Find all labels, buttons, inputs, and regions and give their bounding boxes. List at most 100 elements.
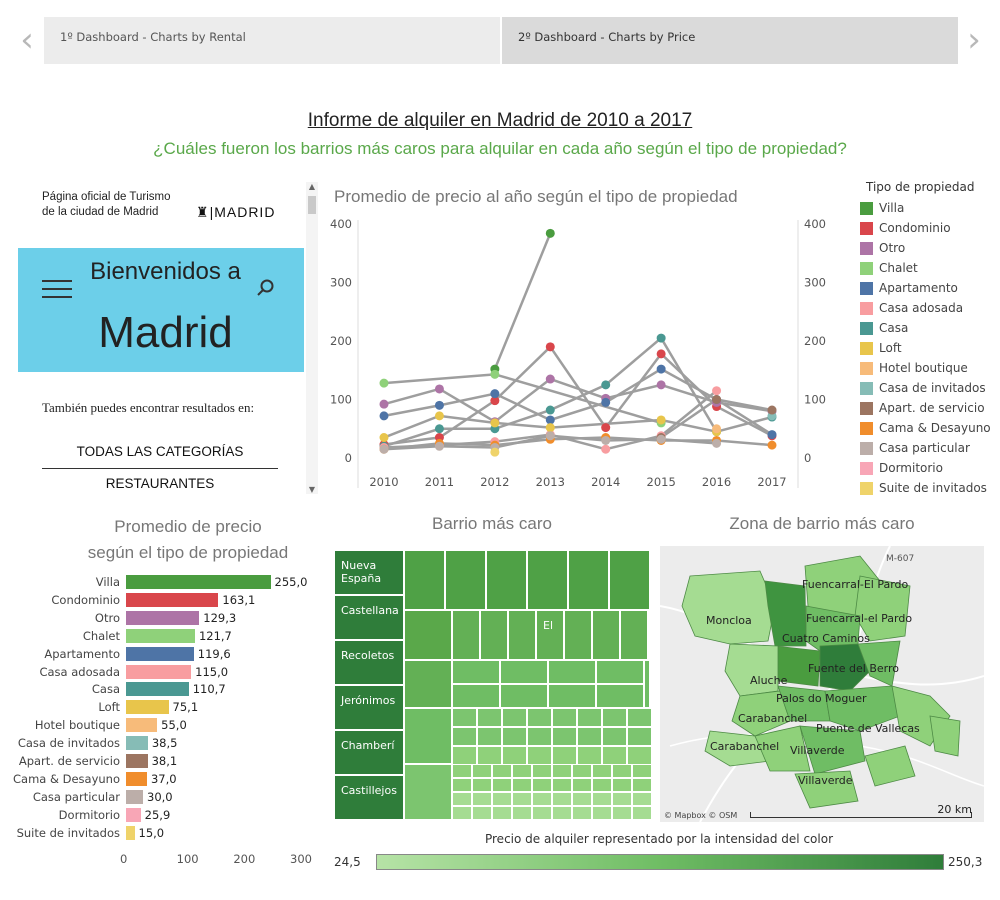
treemap-cell-nueva-espana[interactable]: Nueva España [334, 550, 404, 595]
data-point-hotel-boutique[interactable] [712, 424, 722, 434]
treemap-cell[interactable] [492, 778, 512, 792]
treemap-cell[interactable] [452, 660, 500, 684]
treemap-cell[interactable] [527, 550, 568, 610]
series-line-casa[interactable] [383, 336, 773, 448]
madrid-map[interactable]: M-607 Fuencarral-El Pardo Moncloa Fuenca… [660, 546, 984, 822]
treemap-cell[interactable] [477, 746, 502, 765]
treemap-cell[interactable] [502, 727, 527, 746]
treemap-cell[interactable] [632, 792, 652, 806]
restaurants-link[interactable]: RESTAURANTES [105, 476, 215, 491]
treemap-cell[interactable] [552, 708, 577, 727]
bar-condominio[interactable] [126, 592, 219, 607]
treemap-cell[interactable] [492, 792, 512, 806]
treemap-cell[interactable] [627, 727, 652, 746]
treemap-cell[interactable] [552, 778, 572, 792]
treemap-cell[interactable] [602, 746, 627, 765]
treemap-cell[interactable] [627, 746, 652, 765]
treemap-cell[interactable] [592, 610, 620, 660]
bar-dormitorio[interactable] [126, 807, 141, 822]
treemap-cell[interactable] [548, 660, 596, 684]
treemap-cell[interactable] [552, 792, 572, 806]
treemap-cell[interactable] [577, 746, 602, 765]
treemap-cell[interactable] [577, 727, 602, 746]
data-point-casa[interactable] [545, 405, 555, 415]
treemap-cell[interactable] [602, 708, 627, 727]
bar-row-suite-de-invitados[interactable]: Suite de invitados 15,0 [17, 825, 318, 841]
treemap-cell[interactable] [445, 550, 486, 610]
treemap-cell[interactable] [486, 550, 527, 610]
treemap-cell[interactable] [552, 746, 577, 765]
data-point-villa[interactable] [545, 228, 555, 238]
map-attribution[interactable]: © Mapbox © OSM [664, 811, 738, 820]
treemap-cell[interactable] [452, 727, 477, 746]
treemap-cell[interactable] [477, 708, 502, 727]
treemap-cell[interactable] [532, 764, 552, 778]
treemap-cell-el[interactable]: El [536, 610, 564, 660]
treemap-cell[interactable] [404, 550, 445, 610]
treemap-cell[interactable] [404, 708, 452, 764]
treemap-cell[interactable] [612, 778, 632, 792]
data-point-casa-particular[interactable] [545, 431, 555, 441]
bar-row-apartamento[interactable]: Apartamento 119,6 [18, 646, 318, 662]
treemap-cell[interactable] [612, 792, 632, 806]
data-point-apartamento[interactable] [767, 430, 777, 440]
all-categories-link[interactable]: TODAS LAS CATEGORÍAS [76, 444, 244, 459]
data-point-casa-particular[interactable] [601, 435, 611, 445]
treemap-cell[interactable] [502, 708, 527, 727]
treemap-cell[interactable] [602, 727, 627, 746]
data-point-loft[interactable] [545, 423, 555, 433]
treemap-cell[interactable] [644, 660, 650, 708]
data-point-casa-particular[interactable] [712, 438, 722, 448]
treemap-cell[interactable] [532, 778, 552, 792]
treemap-cell[interactable] [564, 610, 592, 660]
treemap-cell[interactable] [596, 684, 644, 708]
data-point-apartamento[interactable] [379, 411, 389, 421]
data-point-loft[interactable] [379, 433, 389, 443]
data-point-condominio[interactable] [545, 342, 555, 352]
data-point-otro[interactable] [545, 374, 555, 384]
treemap-cell[interactable] [592, 792, 612, 806]
treemap-cell[interactable] [632, 806, 652, 820]
data-point-casa[interactable] [601, 380, 611, 390]
bar-row-apart-de-servicio[interactable]: Apart. de servicio 38,1 [18, 753, 318, 769]
series-line-apartamento[interactable] [383, 367, 773, 436]
data-point-loft[interactable] [490, 418, 500, 428]
treemap-cell[interactable] [512, 764, 532, 778]
treemap-cell[interactable] [532, 806, 552, 820]
data-point-condominio[interactable] [656, 349, 666, 359]
bar-cama-desayuno[interactable] [126, 771, 147, 786]
data-point-casa-particular[interactable] [656, 434, 666, 444]
bar-suite-de-invitados[interactable] [126, 825, 135, 840]
data-point-loft[interactable] [434, 411, 444, 421]
data-point-otro[interactable] [434, 384, 444, 394]
scroll-down-icon[interactable]: ▼ [308, 485, 316, 494]
data-point-chalet[interactable] [490, 369, 500, 379]
series-line-villa[interactable] [493, 232, 552, 370]
bar-row-casa-particular[interactable]: Casa particular 30,0 [18, 789, 318, 805]
data-point-apartamento[interactable] [545, 415, 555, 425]
treemap-cell[interactable] [472, 764, 492, 778]
data-point-loft[interactable] [656, 415, 666, 425]
treemap-cell[interactable] [527, 727, 552, 746]
treemap-cell[interactable] [508, 610, 536, 660]
data-point-cama-desayuno[interactable] [767, 440, 777, 450]
bar-row-casa[interactable]: Casa 110,7 [18, 681, 318, 697]
prev-dashboard-arrow-icon[interactable]: ‹ [20, 20, 34, 60]
bar-casa-adosada[interactable] [126, 664, 192, 679]
data-point-casa-particular[interactable] [434, 441, 444, 451]
scroll-thumb[interactable] [308, 196, 316, 214]
treemap-cell-chamberi[interactable]: Chamberí [334, 730, 404, 775]
data-point-apart-de-servicio[interactable] [712, 395, 722, 404]
treemap-cell-castellana[interactable]: Castellana [334, 595, 404, 640]
treemap-cell[interactable] [632, 778, 652, 792]
web-panel-scrollbar[interactable]: ▲ ▼ [306, 182, 318, 494]
treemap-cell[interactable] [472, 806, 492, 820]
treemap-cell[interactable] [612, 806, 632, 820]
tab-dashboard-rental[interactable]: 1º Dashboard - Charts by Rental [44, 17, 500, 64]
treemap-cell[interactable] [452, 610, 480, 660]
bar-row-dormitorio[interactable]: Dormitorio 25,9 [18, 807, 318, 823]
data-point-condominio[interactable] [601, 423, 611, 433]
treemap-cell[interactable] [500, 684, 548, 708]
bar-otro[interactable] [126, 610, 200, 625]
bar-loft[interactable] [126, 700, 169, 715]
